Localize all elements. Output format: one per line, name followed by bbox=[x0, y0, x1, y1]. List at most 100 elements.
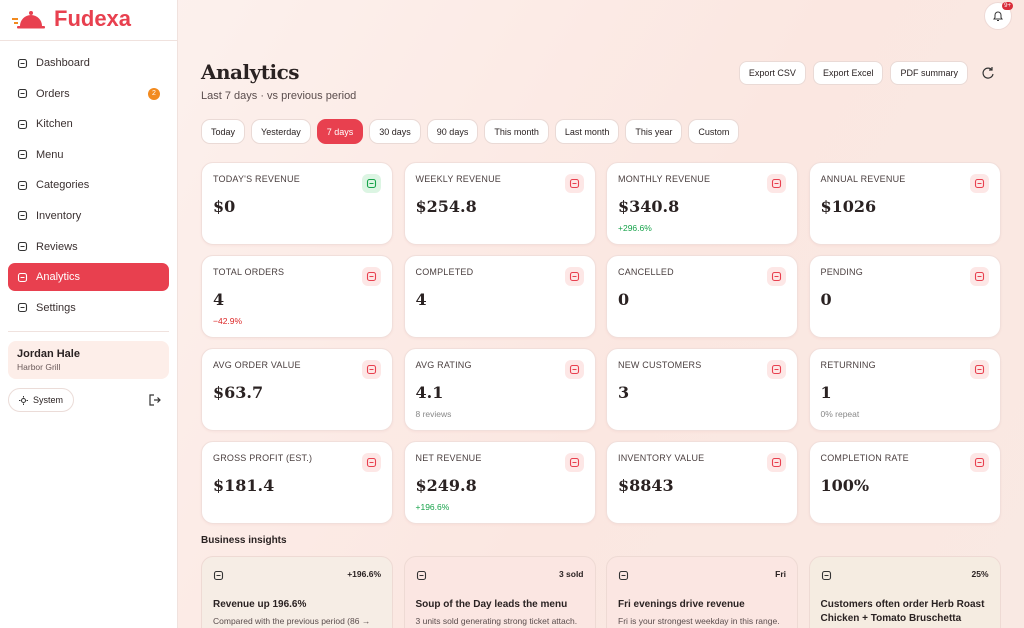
bell-icon bbox=[993, 11, 1003, 21]
kpi-label: WEEKLY REVENUE bbox=[415, 174, 501, 184]
kpi-card: INVENTORY VALUE $8843 bbox=[606, 441, 798, 524]
nav-item[interactable]: Orders 2 bbox=[8, 80, 169, 108]
action-button[interactable]: PDF summary bbox=[890, 61, 968, 85]
nav-item[interactable]: Categories bbox=[8, 171, 169, 199]
kpi-card: CANCELLED 0 bbox=[606, 255, 798, 338]
kpi-label: NEW CUSTOMERS bbox=[618, 360, 702, 370]
nav-icon bbox=[17, 180, 28, 190]
nav-item[interactable]: Kitchen bbox=[8, 110, 169, 138]
kpi-value: $254.8 bbox=[415, 197, 477, 216]
nav-icon bbox=[17, 303, 28, 313]
brand: Fudexa bbox=[54, 6, 132, 31]
icon bbox=[771, 457, 782, 468]
logo-icon bbox=[12, 11, 45, 29]
insights: +196.6% Revenue up 196.6% Compared with th… bbox=[201, 556, 1001, 628]
kpi-icon bbox=[969, 360, 989, 379]
kpi-value: 4.1 bbox=[415, 383, 444, 402]
range-button[interactable]: Today bbox=[201, 119, 246, 144]
kpi-label: PENDING bbox=[820, 267, 863, 277]
action-button[interactable]: Export Excel bbox=[812, 61, 884, 85]
kpi-card: PENDING 0 bbox=[808, 255, 1001, 338]
kpi-value: 4 bbox=[213, 290, 225, 309]
kpi-value: 1 bbox=[820, 383, 832, 402]
icon bbox=[771, 364, 782, 375]
nav-label: Orders bbox=[36, 87, 70, 100]
logo: Fudexa bbox=[12, 6, 131, 32]
range-button[interactable]: Last month bbox=[554, 119, 620, 144]
nav-item[interactable]: Inventory bbox=[8, 202, 169, 230]
user-card[interactable]: Jordan Hale Harbor Grill bbox=[8, 341, 169, 379]
kpi-card: COMPLETION RATE 100% bbox=[808, 441, 1001, 524]
nav-icon bbox=[17, 119, 28, 129]
logout-button[interactable] bbox=[149, 394, 161, 406]
kpi-note: 0% repeat bbox=[820, 409, 860, 419]
insight-tag: 25% bbox=[971, 569, 989, 579]
nav-icon bbox=[17, 150, 28, 160]
nav-item[interactable]: Dashboard bbox=[8, 49, 169, 77]
user-name: Jordan Hale bbox=[17, 348, 80, 360]
kpi-label: GROSS PROFIT (EST.) bbox=[213, 453, 313, 463]
nav-label: Reviews bbox=[36, 240, 78, 253]
nav-label: Dashboard bbox=[36, 57, 90, 69]
icon bbox=[974, 364, 984, 375]
kpi-card: AVG RATING 4.1 8 reviews bbox=[403, 348, 596, 431]
icon bbox=[974, 271, 984, 282]
icon bbox=[771, 178, 782, 189]
kpi-card: GROSS PROFIT (EST.) $181.4 bbox=[201, 441, 393, 524]
nav-item[interactable]: Menu bbox=[8, 141, 169, 169]
kpi-value: $63.7 bbox=[213, 383, 264, 402]
range-button[interactable]: This month bbox=[484, 119, 549, 144]
icon bbox=[569, 178, 579, 189]
page-title: Analytics bbox=[201, 60, 300, 84]
kpi-value: 3 bbox=[618, 383, 630, 402]
notification-badge: 9+ bbox=[1002, 2, 1013, 10]
divider bbox=[0, 40, 177, 41]
insight-card: +196.6% Revenue up 196.6% Compared with th… bbox=[201, 556, 393, 628]
kpi-label: CANCELLED bbox=[618, 267, 674, 277]
nav-icon bbox=[17, 58, 28, 68]
range-button[interactable]: 30 days bbox=[369, 119, 421, 144]
theme-button[interactable]: System bbox=[8, 388, 75, 412]
sun-icon bbox=[19, 395, 28, 405]
kpi-icon bbox=[362, 453, 381, 472]
kpi-value: $8843 bbox=[618, 476, 674, 495]
nav-item[interactable]: Analytics bbox=[8, 263, 169, 292]
nav-icon bbox=[17, 242, 28, 252]
icon bbox=[366, 178, 377, 189]
kpi-icon bbox=[767, 360, 786, 379]
kpi-label: MONTHLY REVENUE bbox=[618, 174, 711, 184]
kpi-icon bbox=[969, 174, 989, 193]
nav-label: Categories bbox=[36, 179, 90, 192]
kpi-label: ANNUAL REVENUE bbox=[820, 174, 906, 184]
kpi-card: COMPLETED 4 bbox=[403, 255, 596, 338]
notifications[interactable]: 9+ bbox=[984, 2, 1013, 30]
kpi-value: 4 bbox=[415, 290, 427, 309]
nav-item[interactable]: Reviews bbox=[8, 233, 169, 261]
range-button[interactable]: Custom bbox=[688, 119, 740, 144]
refresh-button[interactable] bbox=[975, 66, 1001, 80]
range-button[interactable]: This year bbox=[625, 119, 683, 144]
insight-text: Compared with the previous period (86 → … bbox=[213, 616, 371, 626]
kpi-value: $0 bbox=[213, 197, 236, 216]
insight-icon bbox=[618, 570, 629, 581]
kpi-icon bbox=[564, 267, 584, 286]
kpi-icon bbox=[969, 267, 989, 286]
nav-label: Menu bbox=[36, 148, 64, 161]
kpi-card: AVG ORDER VALUE $63.7 bbox=[201, 348, 393, 431]
icon bbox=[569, 364, 579, 375]
kpi-icon bbox=[564, 360, 584, 379]
nav-badge: 2 bbox=[148, 87, 160, 100]
kpi-label: AVG ORDER VALUE bbox=[213, 360, 301, 370]
range-button[interactable]: Yesterday bbox=[251, 119, 311, 144]
nav-item[interactable]: Settings bbox=[8, 294, 169, 322]
action-button[interactable]: Export CSV bbox=[738, 61, 806, 85]
kpi-label: TODAY'S REVENUE bbox=[213, 174, 300, 184]
kpi-card: WEEKLY REVENUE $254.8 bbox=[403, 162, 596, 245]
kpi-label: TOTAL ORDERS bbox=[213, 267, 285, 277]
actions: Export CSV Export Excel PDF summary bbox=[738, 61, 1001, 85]
insight-title: Soup of the Day leads the menu bbox=[415, 599, 568, 610]
kpi-icon bbox=[969, 453, 989, 472]
range-button[interactable]: 90 days bbox=[426, 119, 479, 144]
kpi-icon bbox=[767, 174, 786, 193]
range-button[interactable]: 7 days bbox=[316, 119, 364, 144]
